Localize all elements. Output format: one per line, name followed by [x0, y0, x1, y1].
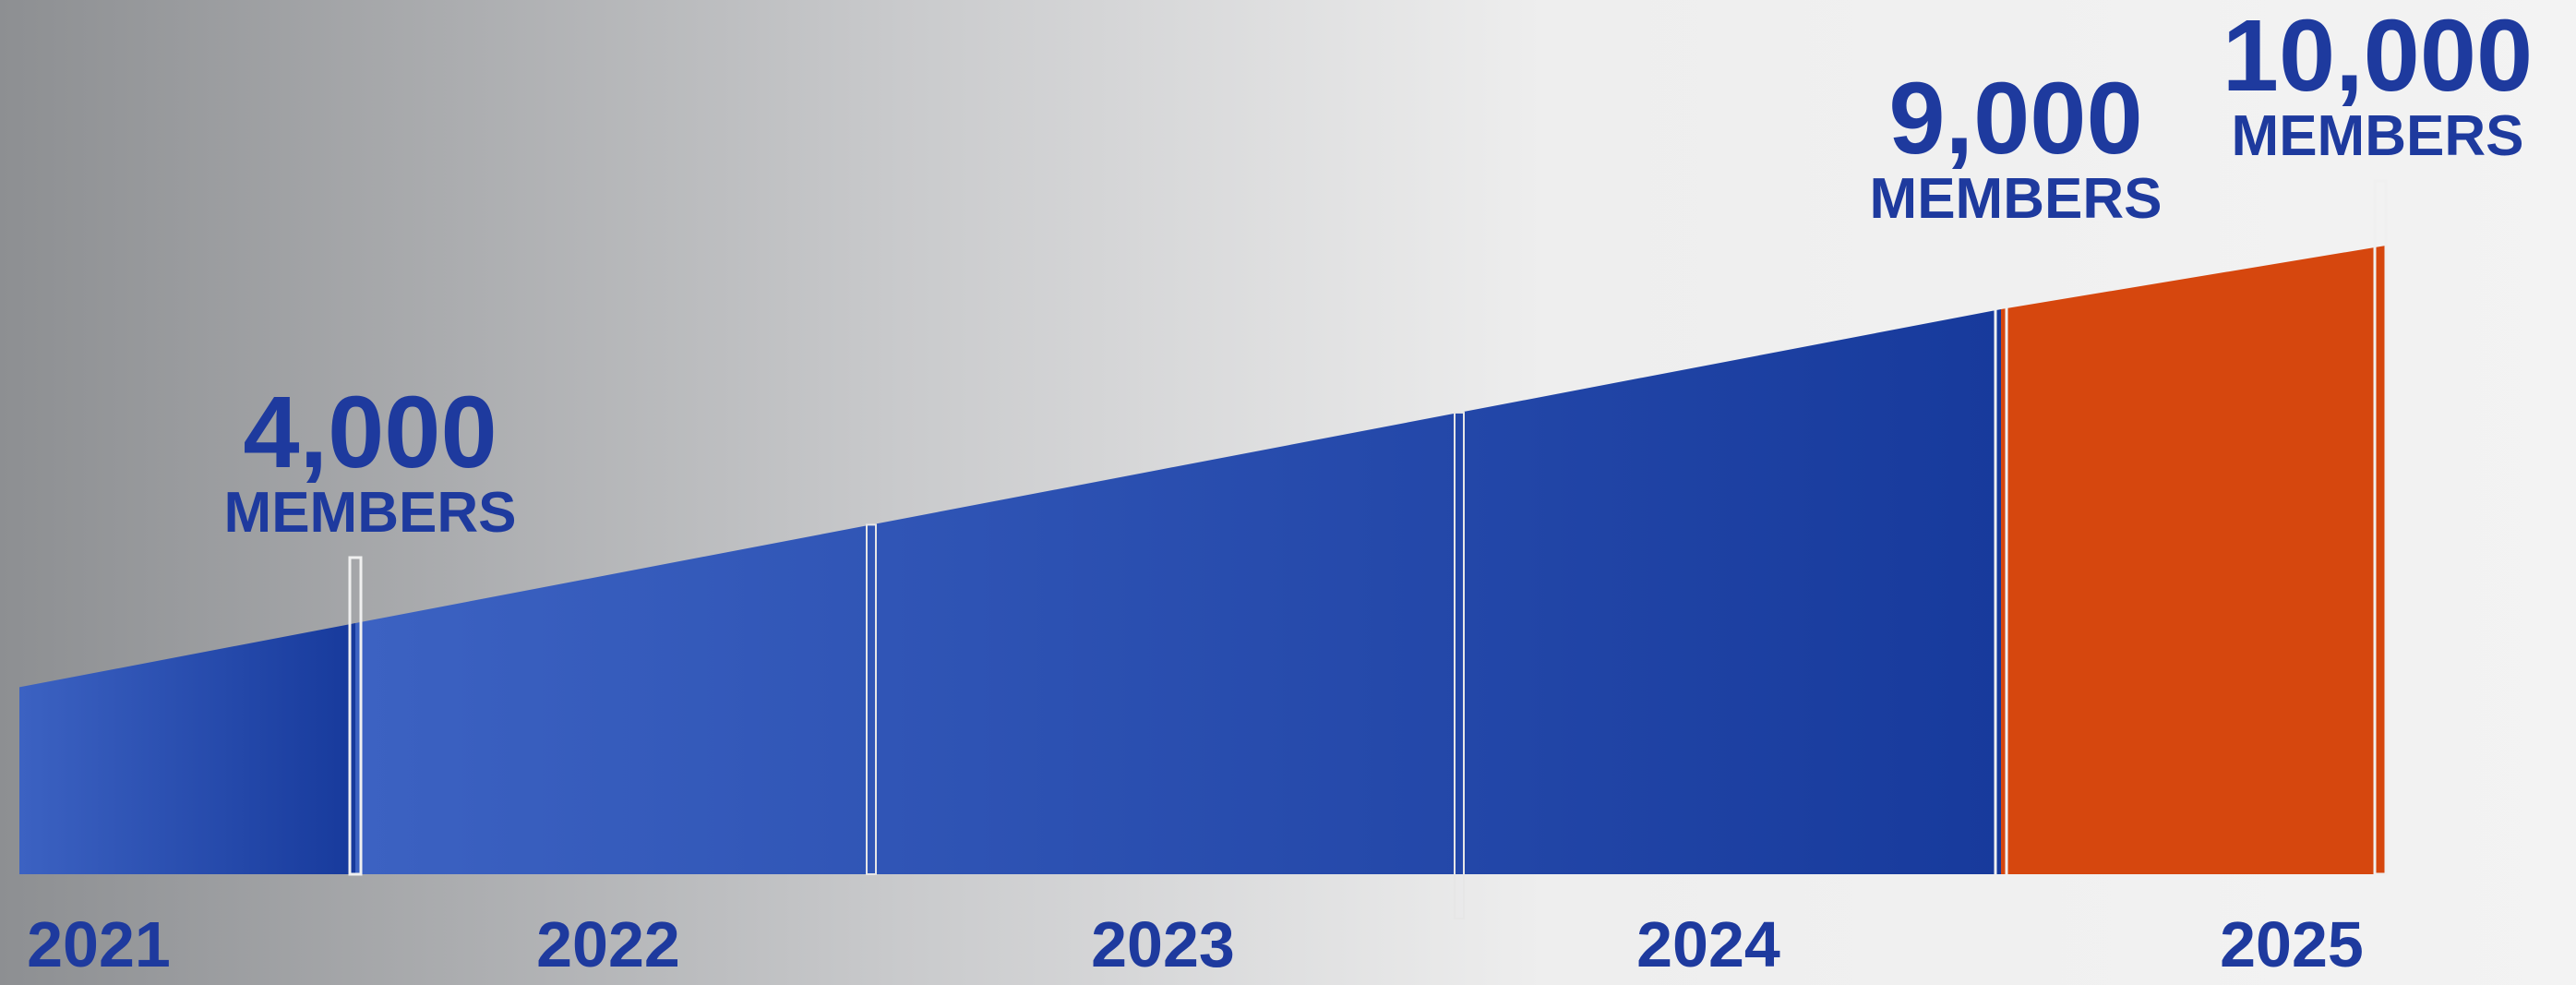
- milestone-marker: [2373, 179, 2388, 876]
- milestone-value: 10,000: [2223, 0, 2533, 113]
- divider: [1454, 411, 1465, 919]
- year-label: 2023: [1091, 908, 1235, 980]
- milestone-marker: [1994, 242, 2008, 920]
- area-segment: [2001, 246, 2386, 874]
- year-label: 2022: [536, 908, 680, 980]
- milestone-value: 9,000: [1888, 62, 2142, 175]
- year-label: 2021: [27, 908, 171, 980]
- area-segment: [355, 309, 2001, 874]
- area-segment: [19, 623, 355, 874]
- milestone-caption: MEMBERS: [2232, 104, 2524, 168]
- milestone-caption: MEMBERS: [1870, 167, 2163, 231]
- milestone-caption: MEMBERS: [224, 481, 517, 545]
- milestone-marker: [348, 556, 363, 876]
- divider: [866, 523, 877, 875]
- year-label: 2024: [1636, 908, 1780, 980]
- year-label: 2025: [2220, 908, 2364, 980]
- milestone-value: 4,000: [243, 376, 497, 489]
